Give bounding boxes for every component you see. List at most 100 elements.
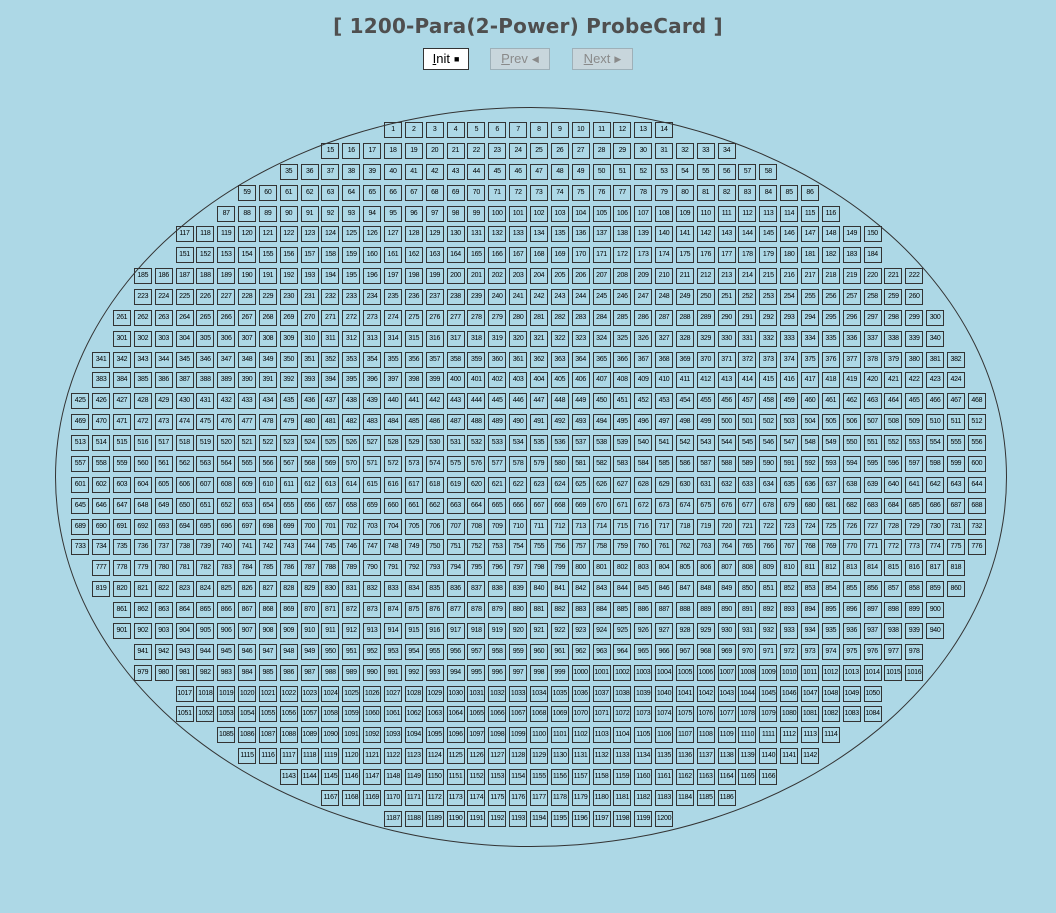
die-cell[interactable]: 882 bbox=[550, 602, 569, 618]
die-cell[interactable]: 161 bbox=[384, 247, 402, 264]
die-cell[interactable]: 1026 bbox=[363, 685, 382, 702]
die-cell[interactable]: 486 bbox=[425, 414, 444, 431]
die-cell[interactable]: 188 bbox=[196, 268, 215, 285]
die-cell[interactable]: 624 bbox=[550, 476, 569, 493]
die-cell[interactable]: 270 bbox=[300, 309, 319, 326]
die-cell[interactable]: 300 bbox=[926, 309, 945, 326]
die-cell[interactable]: 52 bbox=[634, 163, 653, 180]
die-cell[interactable]: 724 bbox=[801, 518, 819, 535]
die-cell[interactable]: 992 bbox=[404, 664, 423, 681]
die-cell[interactable]: 341 bbox=[92, 351, 111, 368]
die-cell[interactable]: 1130 bbox=[550, 748, 569, 765]
die-cell[interactable]: 36 bbox=[300, 163, 319, 180]
die-cell[interactable]: 85 bbox=[780, 184, 799, 201]
die-cell[interactable]: 836 bbox=[446, 581, 465, 598]
die-cell[interactable]: 666 bbox=[509, 497, 528, 514]
die-cell[interactable]: 226 bbox=[196, 289, 215, 305]
die-cell[interactable]: 82 bbox=[717, 184, 736, 201]
die-cell[interactable]: 342 bbox=[112, 351, 131, 368]
die-cell[interactable]: 601 bbox=[71, 476, 90, 493]
die-cell[interactable]: 485 bbox=[404, 414, 423, 431]
die-cell[interactable]: 335 bbox=[821, 330, 840, 347]
die-cell[interactable]: 458 bbox=[759, 393, 778, 410]
die-cell[interactable]: 1113 bbox=[801, 727, 819, 744]
die-cell[interactable]: 137 bbox=[592, 226, 611, 243]
die-cell[interactable]: 936 bbox=[842, 622, 861, 639]
die-cell[interactable]: 265 bbox=[196, 309, 215, 326]
die-cell[interactable]: 533 bbox=[488, 435, 507, 452]
die-cell[interactable]: 895 bbox=[821, 602, 840, 618]
die-cell[interactable]: 150 bbox=[863, 226, 882, 243]
die-cell[interactable]: 960 bbox=[529, 643, 548, 660]
die-cell[interactable]: 239 bbox=[467, 289, 486, 305]
die-cell[interactable]: 660 bbox=[384, 497, 402, 514]
die-cell[interactable]: 1154 bbox=[509, 769, 528, 785]
die-cell[interactable]: 1006 bbox=[696, 664, 715, 681]
die-cell[interactable]: 417 bbox=[801, 372, 819, 389]
die-cell[interactable]: 431 bbox=[196, 393, 215, 410]
die-cell[interactable]: 77 bbox=[613, 184, 632, 201]
die-cell[interactable]: 69 bbox=[446, 184, 465, 201]
die-cell[interactable]: 853 bbox=[801, 581, 819, 598]
die-cell[interactable]: 472 bbox=[133, 414, 152, 431]
die-cell[interactable]: 1105 bbox=[634, 727, 653, 744]
die-cell[interactable]: 354 bbox=[363, 351, 382, 368]
die-cell[interactable]: 628 bbox=[634, 476, 653, 493]
die-cell[interactable]: 412 bbox=[696, 372, 715, 389]
die-cell[interactable]: 1149 bbox=[404, 769, 423, 785]
die-cell[interactable]: 786 bbox=[279, 560, 298, 577]
die-cell[interactable]: 810 bbox=[780, 560, 799, 577]
die-cell[interactable]: 659 bbox=[363, 497, 382, 514]
die-cell[interactable]: 859 bbox=[926, 581, 945, 598]
die-cell[interactable]: 499 bbox=[696, 414, 715, 431]
die-cell[interactable]: 640 bbox=[884, 476, 903, 493]
die-cell[interactable]: 587 bbox=[696, 455, 715, 472]
die-cell[interactable]: 873 bbox=[363, 602, 382, 618]
die-cell[interactable]: 450 bbox=[592, 393, 611, 410]
die-cell[interactable]: 168 bbox=[529, 247, 548, 264]
die-cell[interactable]: 729 bbox=[905, 518, 924, 535]
die-cell[interactable]: 657 bbox=[321, 497, 340, 514]
die-cell[interactable]: 1092 bbox=[363, 727, 382, 744]
die-cell[interactable]: 746 bbox=[342, 539, 361, 556]
die-cell[interactable]: 349 bbox=[258, 351, 277, 368]
die-cell[interactable]: 1122 bbox=[384, 748, 402, 765]
die-cell[interactable]: 650 bbox=[175, 497, 194, 514]
die-cell[interactable]: 989 bbox=[342, 664, 361, 681]
die-cell[interactable]: 748 bbox=[384, 539, 402, 556]
die-cell[interactable]: 1176 bbox=[509, 789, 528, 806]
die-cell[interactable]: 823 bbox=[175, 581, 194, 598]
die-cell[interactable]: 272 bbox=[342, 309, 361, 326]
die-cell[interactable]: 632 bbox=[717, 476, 736, 493]
die-cell[interactable]: 490 bbox=[509, 414, 528, 431]
die-cell[interactable]: 170 bbox=[571, 247, 590, 264]
die-cell[interactable]: 1102 bbox=[571, 727, 590, 744]
die-cell[interactable]: 481 bbox=[321, 414, 340, 431]
die-cell[interactable]: 955 bbox=[425, 643, 444, 660]
die-cell[interactable]: 90 bbox=[279, 205, 298, 222]
die-cell[interactable]: 1119 bbox=[321, 748, 340, 765]
die-cell[interactable]: 1028 bbox=[404, 685, 423, 702]
die-cell[interactable]: 950 bbox=[321, 643, 340, 660]
die-cell[interactable]: 734 bbox=[92, 539, 111, 556]
die-cell[interactable]: 1057 bbox=[300, 706, 319, 723]
die-cell[interactable]: 7 bbox=[509, 122, 528, 138]
die-cell[interactable]: 39 bbox=[363, 163, 382, 180]
die-cell[interactable]: 1071 bbox=[592, 706, 611, 723]
die-cell[interactable]: 1016 bbox=[905, 664, 924, 681]
die-cell[interactable]: 1150 bbox=[425, 769, 444, 785]
die-cell[interactable]: 507 bbox=[863, 414, 882, 431]
die-cell[interactable]: 76 bbox=[592, 184, 611, 201]
die-cell[interactable]: 274 bbox=[384, 309, 402, 326]
die-cell[interactable]: 682 bbox=[842, 497, 861, 514]
die-cell[interactable]: 3 bbox=[425, 122, 444, 138]
die-cell[interactable]: 551 bbox=[863, 435, 882, 452]
die-cell[interactable]: 329 bbox=[696, 330, 715, 347]
die-cell[interactable]: 569 bbox=[321, 455, 340, 472]
die-cell[interactable]: 717 bbox=[655, 518, 673, 535]
die-cell[interactable]: 552 bbox=[884, 435, 903, 452]
die-cell[interactable]: 247 bbox=[634, 289, 653, 305]
die-cell[interactable]: 925 bbox=[613, 622, 632, 639]
die-cell[interactable]: 419 bbox=[842, 372, 861, 389]
die-cell[interactable]: 242 bbox=[529, 289, 548, 305]
